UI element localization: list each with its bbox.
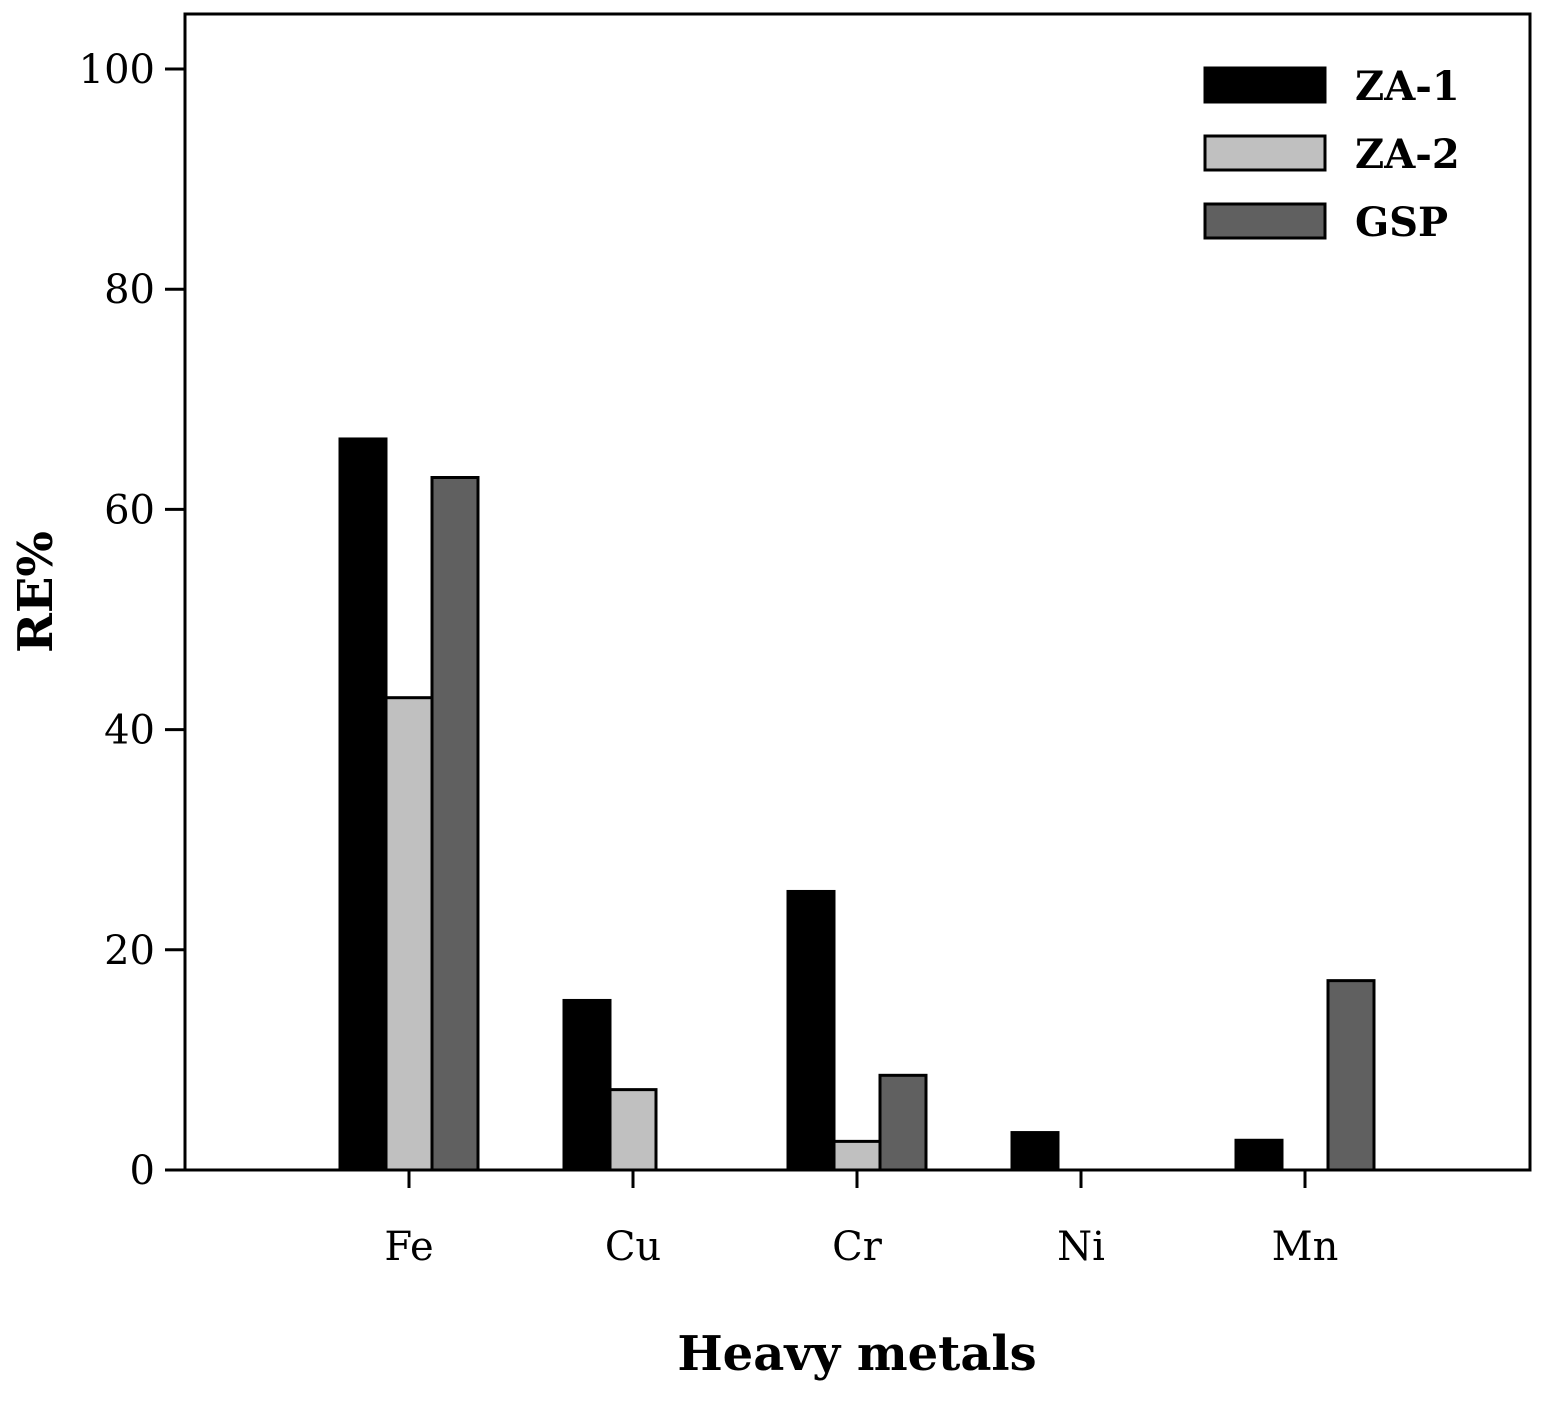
y-axis-title: RE% bbox=[8, 531, 64, 653]
y-tick-label: 40 bbox=[104, 708, 155, 754]
bar bbox=[1234, 1138, 1284, 1172]
x-tick-label: Ni bbox=[1057, 1224, 1105, 1270]
x-tick-label: Cr bbox=[832, 1224, 883, 1270]
y-axis-ticks: 0 20 40 60 80 100 bbox=[79, 47, 185, 1194]
legend-swatch bbox=[1203, 202, 1327, 240]
bar bbox=[562, 998, 612, 1172]
bar bbox=[384, 696, 434, 1172]
bar bbox=[338, 437, 388, 1172]
legend-swatch bbox=[1203, 66, 1327, 104]
bar bbox=[786, 889, 836, 1172]
bar bbox=[1010, 1131, 1060, 1172]
bar-groups bbox=[338, 437, 1376, 1172]
x-axis-ticks: Fe Cu Cr Ni Mn bbox=[384, 1170, 1338, 1270]
bar bbox=[878, 1073, 928, 1172]
legend: ZA-1 ZA-2 GSP bbox=[1203, 63, 1460, 246]
bar bbox=[1326, 979, 1376, 1172]
y-tick-label: 20 bbox=[104, 928, 155, 974]
x-tick-label: Mn bbox=[1272, 1224, 1339, 1270]
x-tick-label: Cu bbox=[605, 1224, 661, 1270]
y-tick-label: 80 bbox=[104, 267, 155, 313]
y-tick-label: 60 bbox=[104, 487, 155, 533]
x-tick-label: Fe bbox=[384, 1224, 433, 1270]
legend-label: ZA-1 bbox=[1355, 63, 1460, 110]
legend-label: ZA-2 bbox=[1355, 131, 1460, 178]
x-axis-title: Heavy metals bbox=[677, 1326, 1036, 1382]
legend-swatch bbox=[1203, 134, 1327, 172]
y-tick-label: 100 bbox=[79, 47, 155, 93]
bar bbox=[430, 476, 480, 1172]
legend-label: GSP bbox=[1355, 199, 1448, 246]
bar bbox=[608, 1088, 658, 1172]
y-tick-label: 0 bbox=[130, 1148, 155, 1194]
bar bbox=[832, 1139, 882, 1172]
